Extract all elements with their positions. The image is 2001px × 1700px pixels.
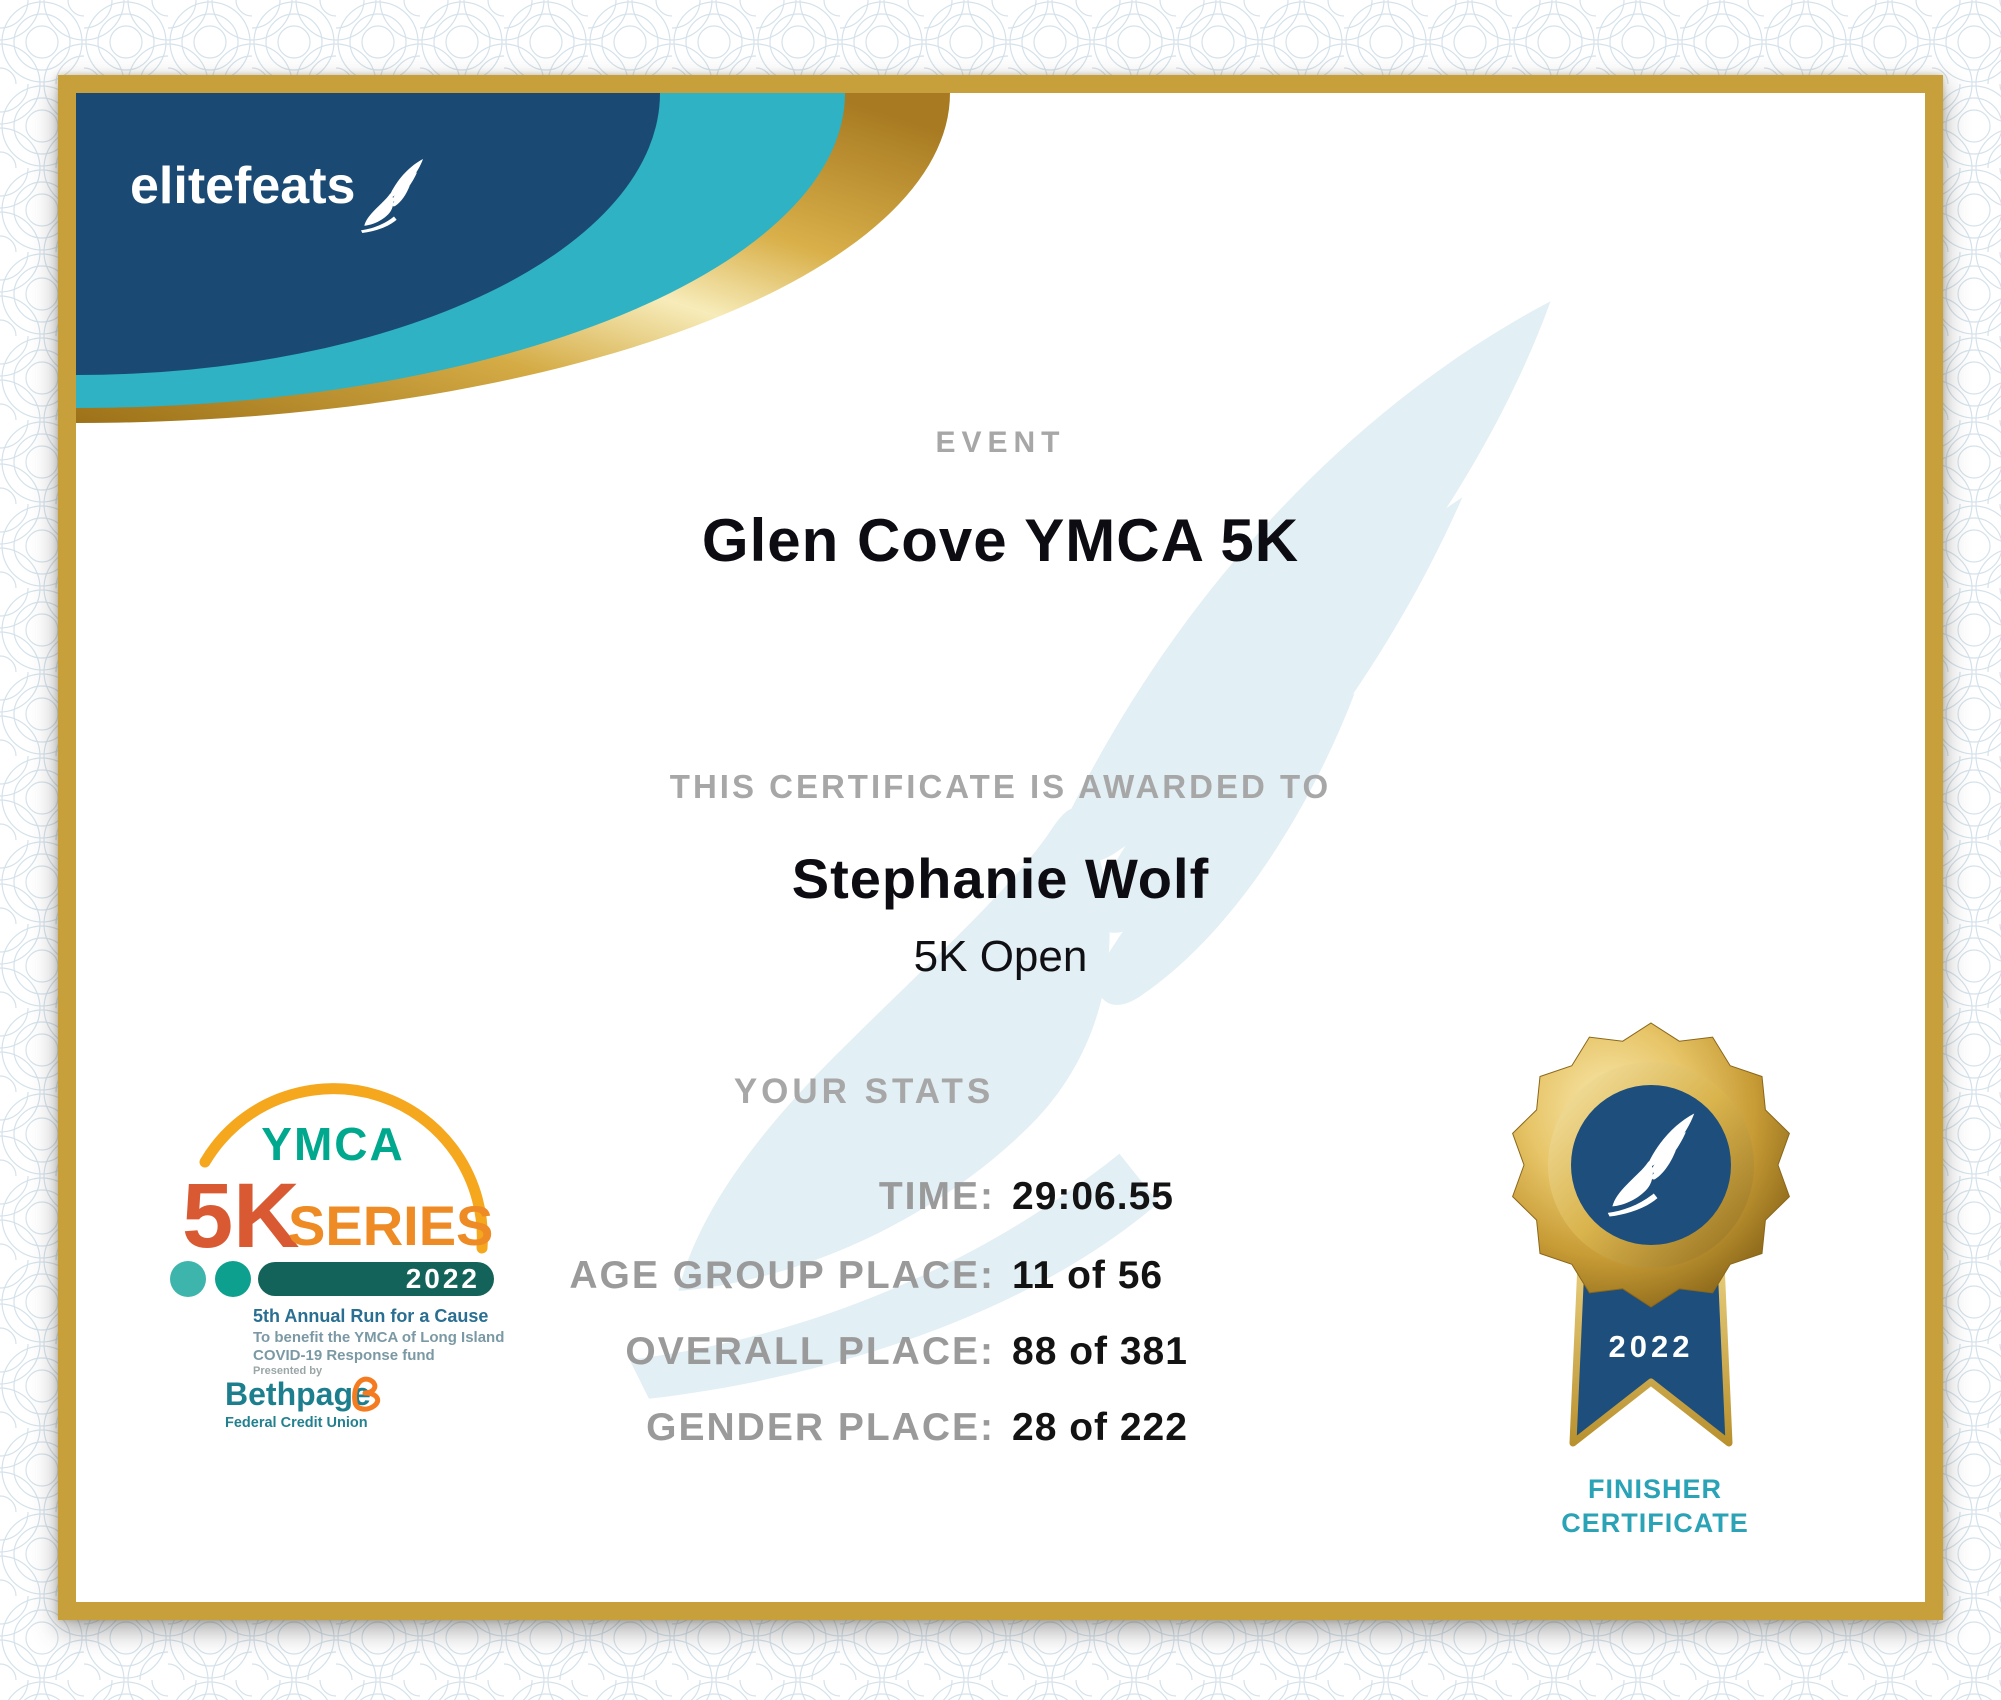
winged-foot-icon — [359, 148, 425, 244]
finisher-caption: FINISHER CERTIFICATE — [1505, 1472, 1805, 1540]
series-word: SERIES — [288, 1194, 493, 1257]
elitefeats-logo: elitefeats — [130, 138, 425, 234]
series-benefit-line2: COVID-19 Response fund — [253, 1347, 435, 1364]
series-logo: YMCA 5K SERIES 2022 5th Annual Run for a… — [155, 1075, 505, 1455]
finisher-caption-line2: CERTIFICATE — [1561, 1508, 1749, 1538]
series-tagline: 5th Annual Run for a Cause — [253, 1306, 488, 1326]
stat-row-age-group-place: AGE GROUP PLACE: 11 of 56 — [400, 1252, 1260, 1300]
event-title: Glen Cove YMCA 5K — [701, 507, 1300, 574]
series-year: 2022 — [406, 1263, 480, 1294]
medal-year: 2022 — [1609, 1329, 1694, 1364]
series-year-pill — [258, 1262, 494, 1296]
stat-row-time: TIME: 29:06.55 — [400, 1173, 1260, 1221]
stat-value: 88 of 381 — [1012, 1330, 1188, 1373]
elitefeats-logo-text: elitefeats — [130, 157, 356, 215]
stat-label: TIME: — [878, 1175, 995, 1218]
finisher-caption-line1: FINISHER — [1587, 1474, 1722, 1504]
stat-value: 29:06.55 — [1012, 1175, 1174, 1218]
stat-row-overall-place: OVERALL PLACE: 88 of 381 — [400, 1328, 1260, 1376]
series-benefit-line1: To benefit the YMCA of Long Island — [253, 1329, 504, 1346]
recipient-name: Stephanie Wolf — [791, 847, 1210, 910]
medal-ribbon: 2022 — [1569, 1259, 1733, 1447]
sponsor-name: Bethpage — [225, 1376, 371, 1412]
ymca-arc — [199, 1083, 488, 1254]
stat-label: OVERALL PLACE: — [625, 1330, 995, 1373]
series-distance: 5K — [182, 1165, 300, 1267]
presented-by-label: Presented by — [253, 1365, 323, 1377]
sponsor-logo: Bethpage Federal Credit Union — [225, 1376, 381, 1431]
division-label: 5K Open — [913, 932, 1088, 981]
event-label: EVENT — [935, 426, 1066, 459]
series-org: YMCA — [261, 1118, 404, 1170]
stats-heading: YOUR STATS — [733, 1072, 995, 1111]
award-label: THIS CERTIFICATE IS AWARDED TO — [669, 768, 1332, 805]
stat-row-gender-place: GENDER PLACE: 28 of 222 — [400, 1404, 1260, 1452]
corner-swoosh — [76, 93, 950, 423]
swoosh-navy-shape — [76, 93, 660, 375]
stat-label: AGE GROUP PLACE: — [569, 1254, 995, 1297]
sponsor-subtitle: Federal Credit Union — [225, 1415, 368, 1431]
series-dot-2 — [215, 1261, 251, 1297]
stat-value: 28 of 222 — [1012, 1406, 1188, 1449]
bethpage-b-icon — [352, 1376, 381, 1412]
series-dot-1 — [170, 1261, 206, 1297]
stat-label: GENDER PLACE: — [646, 1406, 995, 1449]
finisher-medal: 2022 — [1512, 1022, 1790, 1447]
medal-rosette — [1512, 1022, 1790, 1308]
stat-value: 11 of 56 — [1012, 1254, 1164, 1297]
